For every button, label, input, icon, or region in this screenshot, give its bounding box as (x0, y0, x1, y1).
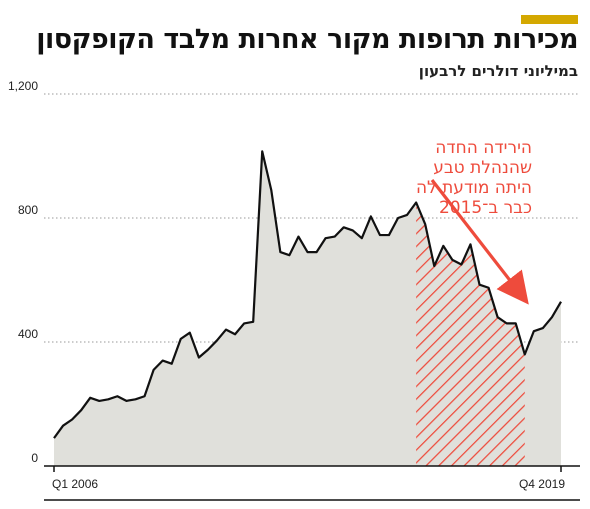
x-label-start: Q1 2006 (52, 477, 98, 491)
annotation-line-2: שהנהלת טבע (433, 158, 532, 178)
chart-subtitle: במיליוני דולרים לרבעון (418, 62, 578, 80)
drop-annotation: הירידה החדה שהנהלת טבע היתה מודעת לה כבר… (382, 138, 532, 218)
annotation-line-1: הירידה החדה (435, 138, 532, 158)
annotation-line-4: כבר ב־2015 (438, 198, 532, 218)
y-tick-label: 400 (18, 327, 38, 341)
annotation-line-3: היתה מודעת לה (415, 178, 532, 198)
y-tick-label: 0 (31, 451, 38, 465)
y-tick-label: 800 (18, 203, 38, 217)
accent-bar (521, 15, 578, 24)
y-tick-label: 1,200 (8, 79, 38, 93)
decline-highlight (416, 202, 525, 466)
chart-title: מכירות תרופות מקור אחרות מלבד הקופקסון (36, 24, 578, 55)
x-label-end: Q4 2019 (519, 477, 565, 491)
decline-arrow (430, 179, 529, 305)
